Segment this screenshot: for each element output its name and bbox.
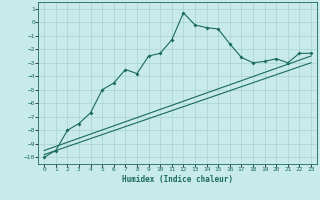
X-axis label: Humidex (Indice chaleur): Humidex (Indice chaleur) <box>122 175 233 184</box>
